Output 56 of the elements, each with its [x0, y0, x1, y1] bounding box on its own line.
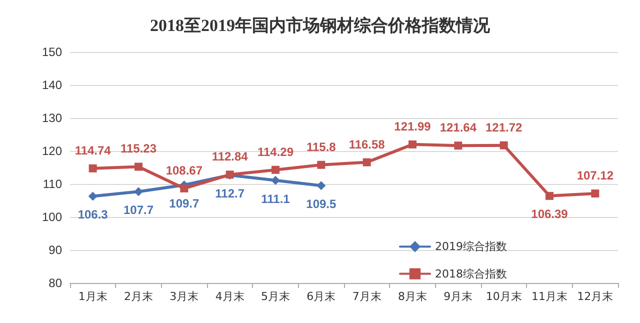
y-tick-label: 130	[42, 111, 62, 125]
point	[316, 181, 326, 190]
x-tick-label: 1月末	[78, 290, 108, 303]
data-label: 121.99	[394, 119, 432, 134]
x-tick-label: 4月末	[215, 290, 244, 303]
x-tick-label: 2月末	[124, 290, 153, 303]
x-tick-label: 11月末	[532, 290, 568, 303]
data-label: 115.8	[306, 140, 336, 154]
point	[134, 187, 143, 196]
point	[591, 190, 600, 198]
point	[317, 160, 326, 169]
data-label: 112.7	[215, 186, 245, 201]
x-tick-label: 12月末	[577, 290, 614, 303]
y-tick-label: 140	[42, 78, 62, 92]
point	[88, 164, 97, 172]
legend-label: 2018综合指数	[435, 267, 508, 280]
data-label: 107.12	[576, 168, 614, 183]
data-label: 112.84	[212, 150, 248, 164]
x-tick-label: 10月末	[486, 290, 522, 303]
x-tick-label: 6月末	[306, 290, 336, 303]
point	[271, 176, 280, 185]
point	[454, 142, 462, 150]
y-tick-label: 100	[42, 210, 62, 224]
legend-label: 2019综合指数	[435, 240, 508, 254]
data-label: 116.58	[348, 137, 386, 152]
data-label: 106.39	[531, 206, 568, 221]
y-tick-label: 120	[42, 144, 62, 158]
data-label: 109.5	[306, 197, 337, 212]
point	[272, 166, 280, 174]
y-tick-label: 110	[42, 177, 62, 191]
data-label: 114.29	[257, 144, 294, 159]
point	[88, 192, 98, 201]
point	[408, 140, 416, 148]
x-tick-label: 7月末	[352, 290, 382, 303]
data-label: 115.23	[120, 142, 157, 156]
x-tick-label: 8月末	[398, 290, 427, 303]
y-tick-label: 150	[42, 45, 62, 59]
x-tick-label: 5月末	[261, 290, 290, 303]
point	[362, 158, 371, 166]
data-label: 111.1	[261, 192, 290, 206]
chart-title: 2018至2019年国内市场钢材综合价格指数情况	[150, 16, 491, 35]
y-tick-label: 90	[48, 243, 62, 257]
data-label: 106.3	[78, 208, 108, 222]
y-tick-label: 80	[48, 276, 62, 290]
point	[500, 141, 508, 150]
data-label: 108.67	[166, 163, 203, 178]
data-label: 107.7	[123, 203, 154, 218]
x-tick-label: 3月末	[170, 290, 199, 303]
point	[546, 192, 554, 200]
data-label: 114.74	[74, 143, 112, 158]
data-label: 109.7	[169, 196, 200, 210]
data-label: 121.64	[440, 120, 477, 135]
point	[180, 184, 188, 192]
point	[134, 162, 142, 171]
x-tick-label: 9月末	[444, 290, 473, 303]
data-label: 121.72	[485, 120, 523, 134]
